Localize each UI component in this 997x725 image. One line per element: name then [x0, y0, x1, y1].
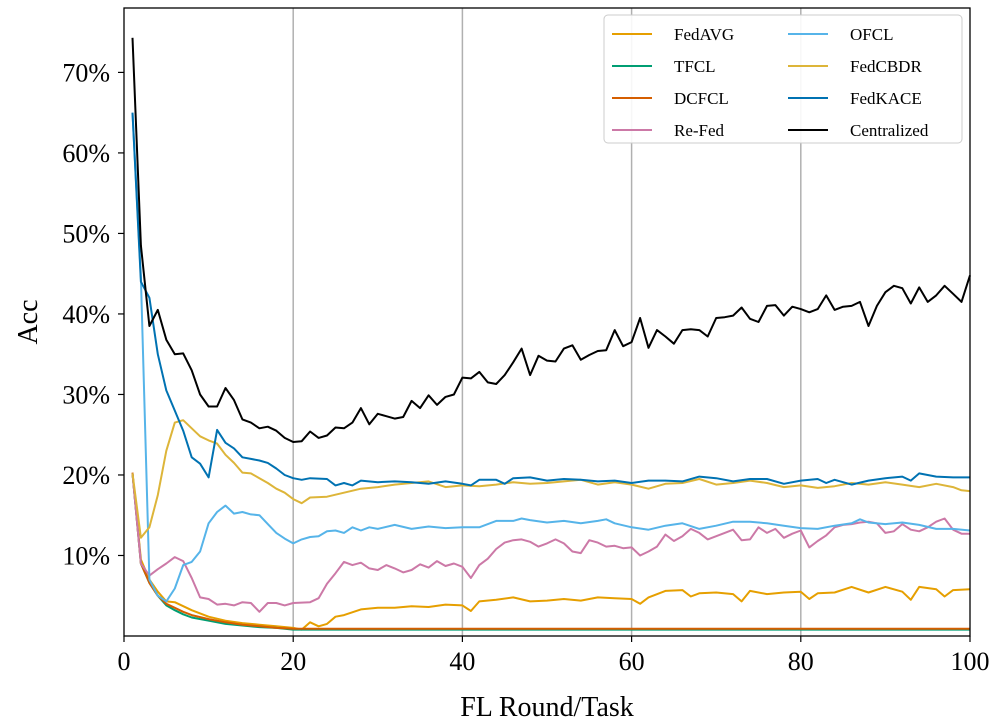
y-tick-label: 30% — [62, 380, 110, 409]
legend-label: FedAVG — [674, 25, 734, 44]
series-line-ofcl — [131, 112, 971, 603]
x-tick-label: 0 — [118, 647, 131, 676]
legend-label: DCFCL — [674, 89, 729, 108]
x-axis-title: FL Round/Task — [460, 692, 634, 723]
x-tick-label: 40 — [449, 647, 475, 676]
series-line-dcfcl — [131, 472, 970, 630]
legend-label: TFCL — [674, 57, 716, 76]
legend-label: FedKACE — [850, 89, 922, 108]
series-line-fedavg — [131, 473, 971, 631]
plot-area-frame — [123, 7, 971, 637]
x-tick-label: 80 — [788, 647, 814, 676]
series-line-fedkace — [131, 112, 970, 487]
y-tick-label: 10% — [62, 541, 110, 570]
y-tick-label: 40% — [62, 300, 110, 329]
series-line-re-fed — [131, 473, 970, 613]
y-tick-label: 70% — [62, 58, 110, 87]
y-tick-label: 50% — [62, 219, 110, 248]
legend-label: OFCL — [850, 25, 893, 44]
legend-box — [603, 14, 963, 144]
series-lines — [131, 37, 971, 631]
series-line-tfcl — [131, 473, 970, 631]
axis-ticks: 0 20 40 60 80 100 10% 20% 30% 40% 50% 60% 70% — [62, 58, 989, 676]
series-line-fedcbdr — [131, 419, 971, 539]
y-axis-title: Acc — [13, 299, 44, 344]
y-tick-label: 20% — [62, 461, 110, 490]
legend-label: Centralized — [850, 121, 929, 140]
x-tick-label: 100 — [951, 647, 990, 676]
x-tick-label: 60 — [619, 647, 645, 676]
x-tick-label: 20 — [280, 647, 306, 676]
series-line-centralized — [131, 37, 971, 443]
legend-label: Re-Fed — [674, 121, 725, 140]
legend: FedAVG TFCL DCFCL Re-Fed OFCL FedCBDR FedKACE C… — [603, 14, 963, 144]
legend-label: FedCBDR — [850, 57, 922, 76]
y-tick-label: 60% — [62, 139, 110, 168]
